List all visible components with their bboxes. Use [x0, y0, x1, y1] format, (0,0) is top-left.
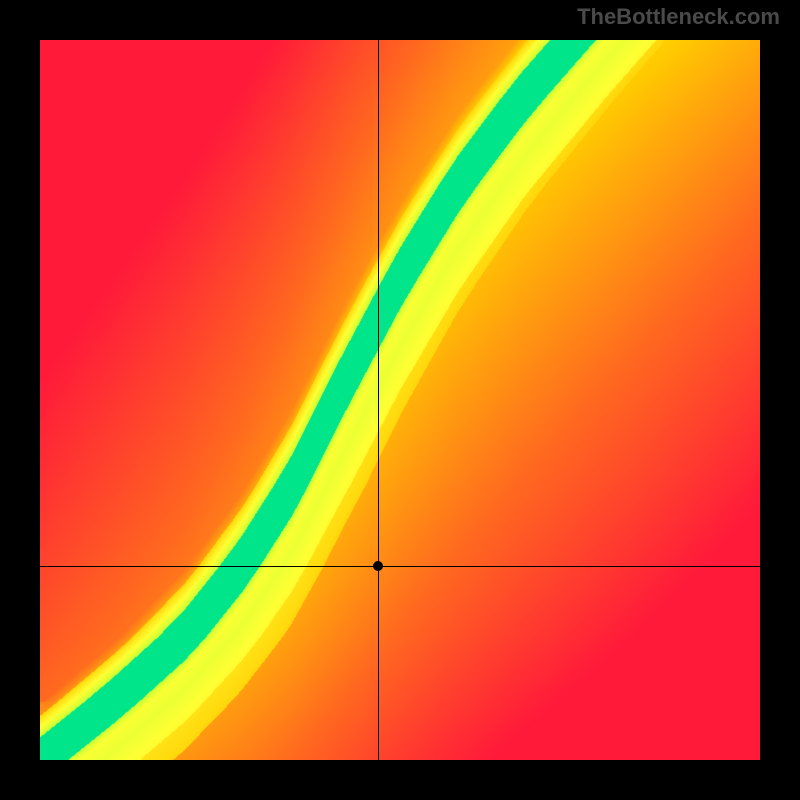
plot-area	[40, 40, 760, 760]
crosshair-horizontal	[40, 566, 760, 567]
crosshair-vertical	[378, 40, 379, 760]
heatmap-canvas	[40, 40, 760, 760]
crosshair-marker-dot	[373, 561, 383, 571]
chart-container: TheBottleneck.com	[0, 0, 800, 800]
watermark-text: TheBottleneck.com	[577, 4, 780, 30]
